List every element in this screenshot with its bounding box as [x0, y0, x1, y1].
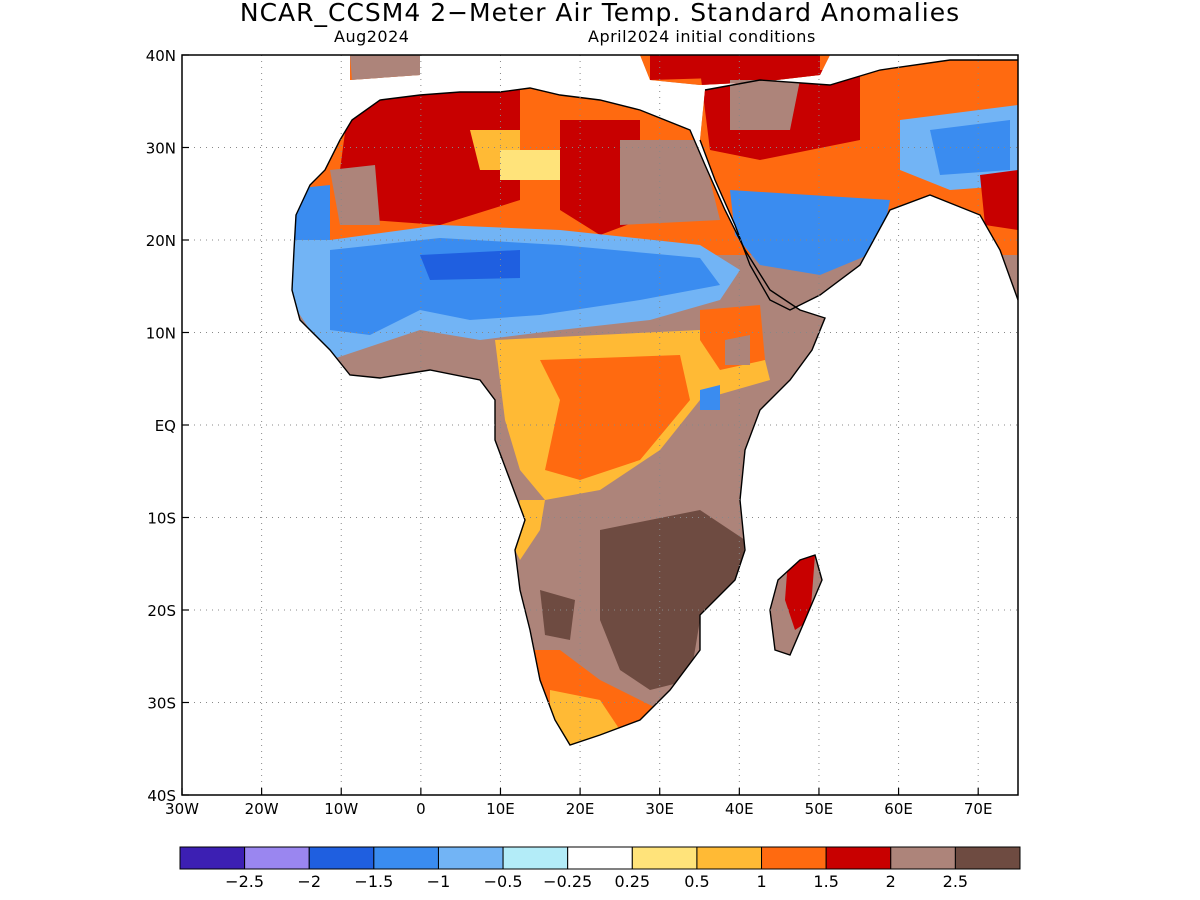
anomaly-field	[292, 55, 1018, 745]
map-title: NCAR_CCSM4 2−Meter Air Temp. Standard An…	[239, 0, 961, 27]
colorbar-label: −1	[427, 872, 451, 891]
colorbar-label: 1.5	[813, 872, 838, 891]
colorbar-label: −2	[297, 872, 321, 891]
x-tick-label: 30E	[645, 800, 674, 818]
colorbar-box	[437, 846, 504, 870]
x-tick-label: 50E	[805, 800, 834, 818]
y-tick-label: 20S	[147, 602, 176, 620]
colorbar-box	[308, 846, 375, 870]
colorbar-box	[502, 846, 569, 870]
colorbar-box	[761, 846, 827, 870]
y-tick-label: 10N	[146, 325, 176, 343]
initial-conditions-label: April2024 initial conditions	[588, 27, 816, 46]
colorbar-box	[567, 846, 633, 870]
colorbar-box	[631, 846, 698, 870]
y-tick-label: 30N	[146, 140, 176, 158]
x-tick-label: 60E	[884, 800, 913, 818]
y-tick-label: 40S	[147, 787, 176, 805]
colorbar-label: 2.5	[943, 872, 968, 891]
x-tick-label: 20E	[566, 800, 595, 818]
y-tick-label: 10S	[147, 510, 176, 528]
colorbar: −2.5 −2 −1.5 −1 −0.5 −0.25 0.25 0.5 1 1.5 2 2.5	[179, 846, 1021, 891]
colorbar-label: −1.5	[354, 872, 393, 891]
x-tick-label: 70E	[964, 800, 993, 818]
graticule	[182, 55, 1018, 795]
colorbar-label: −0.5	[484, 872, 523, 891]
colorbar-box	[179, 846, 246, 870]
colorbar-box	[954, 846, 1021, 870]
y-tick-label: 20N	[146, 232, 176, 250]
x-tick-label: 10E	[486, 800, 515, 818]
y-tick-label: 30S	[147, 695, 176, 713]
colorbar-box	[825, 846, 892, 870]
x-tick-label: 30W	[165, 800, 199, 818]
colorbar-box	[696, 846, 763, 870]
colorbar-label: 1	[756, 872, 766, 891]
y-tick-label: EQ	[155, 417, 176, 435]
latitude-axis: 40N 30N 20N 10N EQ 10S 20S 30S 40S	[146, 47, 189, 805]
colorbar-box	[373, 846, 439, 870]
coastlines	[291, 59, 1018, 746]
x-tick-label: 10W	[324, 800, 358, 818]
colorbar-label: −2.5	[225, 872, 264, 891]
x-tick-label: 20W	[245, 800, 279, 818]
x-tick-label: 0	[416, 800, 426, 818]
valid-month-label: Aug2024	[334, 27, 410, 46]
colorbar-label: 2	[886, 872, 896, 891]
x-tick-label: 40E	[725, 800, 754, 818]
colorbar-label: −0.25	[543, 872, 592, 891]
longitude-axis: 30W 20W 10W 0 10E 20E 30E 40E 50E 60E 70E	[165, 788, 992, 818]
colorbar-box	[890, 846, 956, 870]
colorbar-label: 0.25	[614, 872, 650, 891]
colorbar-box	[244, 846, 310, 870]
y-tick-label: 40N	[146, 47, 176, 65]
colorbar-label: 0.5	[684, 872, 709, 891]
